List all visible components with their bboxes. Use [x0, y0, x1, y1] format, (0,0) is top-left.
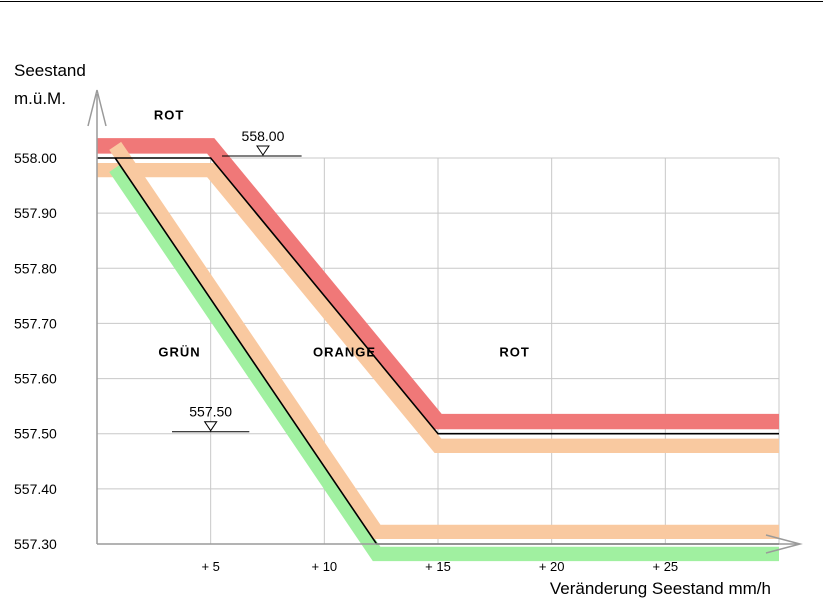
x-tick-label: + 15	[425, 559, 451, 574]
x-tick-label: + 10	[311, 559, 337, 574]
y-tick-label: 557.40	[14, 481, 57, 497]
threshold-line	[114, 157, 779, 545]
zone-label: ORANGE	[313, 345, 376, 360]
threshold-band	[97, 162, 779, 454]
tick-labels: 558.00 557.90 557.80 557.70 557.60 557.50 557.…	[14, 150, 678, 574]
x-axis-arrow	[765, 534, 803, 554]
zone-labels: ROT GRÜN ORANGE ROT	[154, 107, 529, 360]
y-tick-label: 557.60	[14, 371, 57, 387]
y-axis-title-line2: m.ü.M.	[14, 89, 66, 108]
top-border-line	[0, 1, 823, 2]
y-axis-title-line1: Seestand	[14, 61, 86, 80]
y-tick-label: 557.50	[14, 426, 57, 442]
y-tick-label: 558.00	[14, 150, 57, 166]
level-marker-label: 557.50	[189, 404, 232, 420]
level-marker-triangle	[256, 145, 270, 156]
y-tick-label: 557.30	[14, 536, 57, 552]
axes	[87, 89, 803, 554]
threshold-band	[109, 141, 779, 540]
threshold-band	[109, 163, 779, 562]
zone-label: ROT	[154, 107, 184, 122]
level-markers: 558.00 557.50	[172, 128, 302, 433]
zone-label: ROT	[499, 345, 529, 360]
level-marker-triangle	[203, 421, 218, 432]
y-tick-label: 557.90	[14, 205, 57, 221]
y-tick-label: 557.80	[14, 260, 57, 276]
x-tick-label: + 20	[539, 559, 565, 574]
y-axis-arrow	[87, 89, 107, 127]
y-tick-label: 557.70	[14, 315, 57, 331]
threshold-bands	[97, 138, 779, 562]
x-tick-label: + 5	[201, 559, 219, 574]
level-marker-label: 558.00	[242, 128, 285, 144]
x-axis-title: Veränderung Seestand mm/h	[550, 579, 771, 598]
zone-label: GRÜN	[158, 345, 200, 360]
threshold-band	[97, 138, 779, 430]
x-tick-label: + 25	[652, 559, 678, 574]
threshold-line	[97, 157, 779, 435]
